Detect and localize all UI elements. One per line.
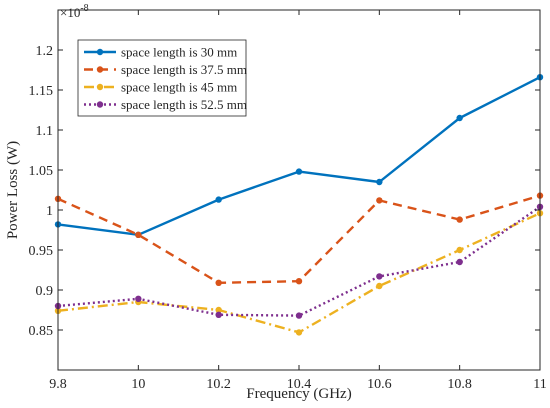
- x-tick-label: 10.2: [206, 377, 231, 392]
- y-tick-label: 0.95: [29, 244, 54, 259]
- y-tick-label: 0.85: [29, 324, 54, 339]
- legend-marker-1: [96, 48, 104, 56]
- series-1-point: [295, 168, 303, 175]
- series-1-point: [376, 178, 383, 186]
- x-tick-label: 11: [533, 377, 546, 392]
- legend-label-3: space length is 45 mm: [121, 80, 237, 95]
- y-exponent-power: -8: [80, 3, 88, 14]
- series-4-point: [215, 311, 222, 318]
- series-3-point: [215, 306, 222, 314]
- x-tick-label: 10.6: [367, 377, 392, 392]
- y-axis-title: Power Loss (W): [5, 141, 21, 239]
- legend-label-4: space length is 52.5 mm: [121, 97, 247, 112]
- series-4-point: [295, 312, 303, 319]
- legend-marker-2: [96, 66, 104, 73]
- x-axis-title: Frequency (GHz): [246, 386, 351, 402]
- series-4-point: [376, 273, 383, 280]
- y-tick-label: 0.9: [36, 284, 54, 299]
- series-3-point: [295, 329, 303, 336]
- y-tick-label: 1.1: [36, 124, 54, 139]
- legend-label-2: space length is 37.5 mm: [121, 62, 247, 77]
- series-4-point: [456, 258, 463, 266]
- y-tick-label: 1.05: [29, 164, 54, 179]
- legend-label-1: space length is 30 mm: [121, 45, 237, 60]
- legend-marker-4: [96, 101, 104, 108]
- series-1-point: [215, 196, 222, 203]
- x-tick-label: 10.8: [447, 377, 472, 392]
- series-2-point: [135, 231, 142, 238]
- y-exponent-label: ×10-8: [60, 3, 89, 20]
- y-tick-label: 1.15: [29, 84, 54, 99]
- series-1-point: [456, 114, 463, 122]
- series-4-point: [135, 295, 142, 302]
- x-tick-label: 10.4: [287, 377, 312, 392]
- y-tick-label: 1.2: [36, 44, 54, 59]
- x-tick-label: 10: [131, 377, 145, 392]
- legend-marker-3: [96, 83, 104, 91]
- series-3-point: [456, 246, 463, 254]
- x-tick-label: 9.8: [49, 377, 67, 392]
- series-2-point: [295, 278, 303, 285]
- series-2-point: [376, 197, 383, 204]
- y-tick-label: 1: [46, 204, 53, 219]
- y-exponent-base: ×10: [60, 5, 80, 20]
- series-2-point: [456, 216, 463, 223]
- series-2-point: [215, 279, 222, 286]
- legend: space length is 30 mm space length is 37.…: [77, 39, 247, 117]
- series-3-point: [376, 282, 383, 290]
